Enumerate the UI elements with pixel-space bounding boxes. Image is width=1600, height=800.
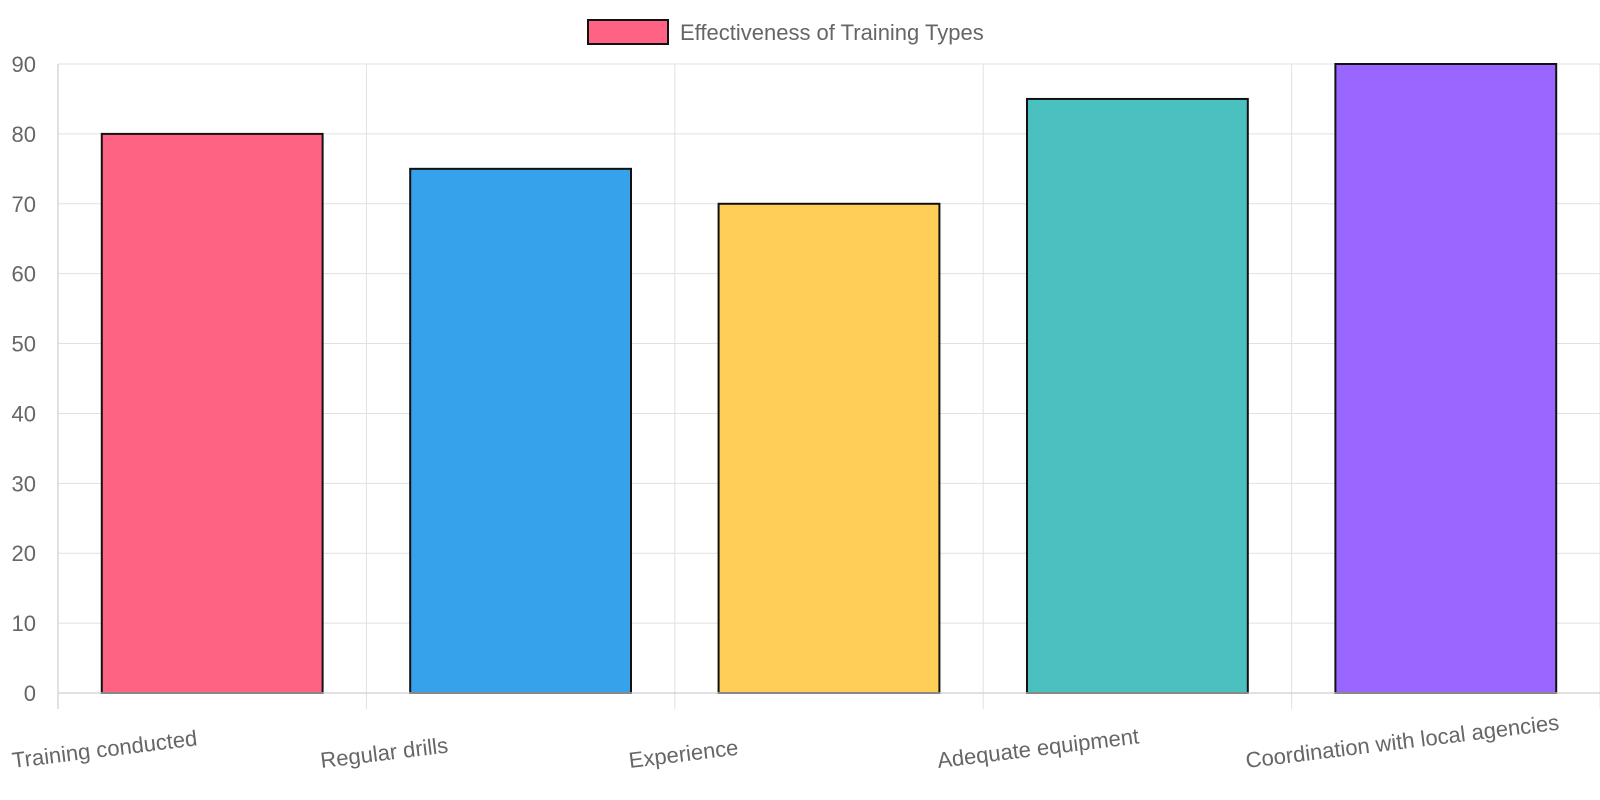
y-tick-label: 30 xyxy=(12,471,36,496)
legend: Effectiveness of Training Types xyxy=(587,19,984,45)
y-tick-label: 50 xyxy=(12,332,36,357)
y-tick-label: 70 xyxy=(12,192,36,217)
y-tick-label: 60 xyxy=(12,262,36,287)
bar-coordination-with-local-agencies xyxy=(1334,63,1558,694)
y-tick-label: 90 xyxy=(12,52,36,77)
bars-layer xyxy=(100,63,1558,695)
x-tick-label: Regular drills xyxy=(319,733,449,773)
bar-adequate-equipment xyxy=(1025,97,1249,694)
x-tick-label: Adequate equipment xyxy=(936,723,1141,773)
legend-swatch xyxy=(587,19,669,45)
axis-layer xyxy=(57,64,1600,709)
y-tick-label: 80 xyxy=(12,122,36,147)
y-tick-label: 10 xyxy=(12,611,36,636)
y-tick-label: 0 xyxy=(24,681,36,706)
bar-experience xyxy=(717,202,941,694)
x-tick-label: Training conducted xyxy=(11,725,199,773)
y-tick-label: 20 xyxy=(12,541,36,566)
bar-regular-drills xyxy=(409,167,633,695)
bar-training-conducted xyxy=(100,132,324,694)
x-tick-label: Coordination with local agencies xyxy=(1244,710,1560,773)
x-tick-label: Experience xyxy=(627,735,739,773)
y-tick-label: 40 xyxy=(12,401,36,426)
legend-label: Effectiveness of Training Types xyxy=(680,20,984,45)
